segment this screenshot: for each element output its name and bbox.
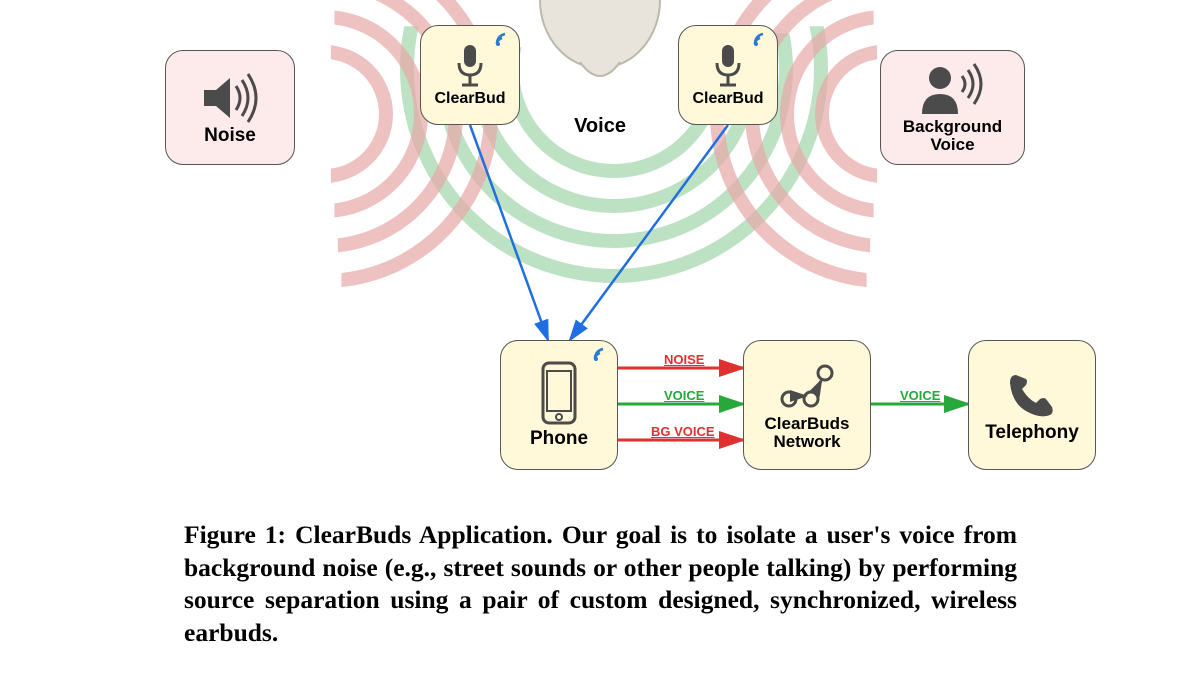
figure-canvas: Voice Noise — [0, 0, 1200, 675]
edge-label-voice-out: VOICE — [900, 388, 940, 403]
edge-label-voice: VOICE — [664, 388, 704, 403]
figure-caption: Figure 1: ClearBuds Application. Our goa… — [184, 519, 1017, 650]
bluetooth-icon — [495, 30, 513, 48]
mic-icon — [453, 43, 487, 91]
earbud-right-label: ClearBud — [692, 91, 763, 108]
network-node: ClearBuds Network — [743, 340, 871, 470]
voice-label: Voice — [560, 115, 640, 138]
user-head-icon — [528, 0, 672, 110]
handset-icon — [1004, 367, 1060, 423]
edge-label-bgvoice: BG VOICE — [651, 424, 715, 439]
phone-device-icon — [537, 361, 581, 429]
bgvoice-label: Background Voice — [903, 118, 1002, 154]
phone-node: Phone — [500, 340, 618, 470]
edge-label-noise: NOISE — [664, 352, 704, 367]
earbud-left-label: ClearBud — [434, 91, 505, 108]
noise-label: Noise — [204, 126, 256, 146]
network-icon — [775, 359, 839, 415]
phone-label: Phone — [530, 429, 588, 449]
person-talk-icon — [918, 62, 988, 118]
mic-icon — [711, 43, 745, 91]
earbud-left-node: ClearBud — [420, 25, 520, 125]
speaker-icon — [198, 70, 262, 126]
background-voice-node: Background Voice — [880, 50, 1025, 165]
telephony-node: Telephony — [968, 340, 1096, 470]
bluetooth-icon — [753, 30, 771, 48]
network-label: ClearBuds Network — [764, 415, 849, 451]
noise-node: Noise — [165, 50, 295, 165]
bluetooth-icon — [593, 345, 611, 363]
earbud-right-node: ClearBud — [678, 25, 778, 125]
telephony-label: Telephony — [985, 423, 1079, 443]
